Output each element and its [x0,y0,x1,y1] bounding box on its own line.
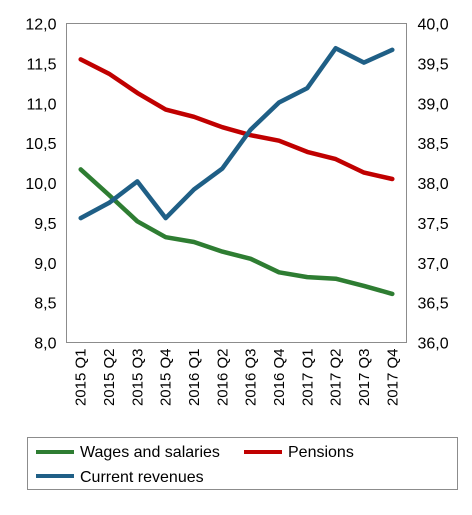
left-tick-label: 11,0 [27,96,57,113]
x-tick-label: 2016 Q3 [243,349,260,407]
x-tick-label: 2017 Q1 [299,349,316,407]
legend-label-pensions: Pensions [288,444,354,461]
left-tick-label: 8,0 [34,336,56,353]
left-tick-label: 9,0 [34,256,56,273]
right-tick-label: 38,0 [418,176,449,193]
legend-label-wages: Wages and salaries [80,444,220,461]
right-tick-label: 36,5 [418,296,449,313]
left-axis-ticks: 8,0 8,5 9,0 9,5 10,0 10,5 11,0 11,5 12,0 [25,17,56,353]
left-tick-label: 12,0 [25,17,56,34]
right-tick-label: 38,5 [418,136,449,153]
left-tick-label: 11,5 [27,56,57,73]
x-tick-label: 2016 Q2 [214,349,231,407]
right-tick-label: 37,0 [418,256,449,273]
legend-label-current-revenues: Current revenues [80,469,204,486]
left-tick-label: 10,0 [25,176,56,193]
right-tick-label: 40,0 [418,17,449,34]
right-tick-label: 37,5 [418,216,449,233]
x-tick-label: 2015 Q3 [129,349,146,407]
x-tick-label: 2017 Q2 [328,349,345,407]
x-axis-ticks: 2015 Q1 2015 Q2 2015 Q3 2015 Q4 2016 Q1 2016 … [73,349,402,407]
right-tick-label: 36,0 [418,336,449,353]
legend-frame [27,437,458,490]
series-line-current-revenues [78,45,395,221]
plot-frame [66,23,407,343]
legend: Wages and salaries Pensions Current reve… [27,437,458,490]
series-line-pensions [78,57,395,182]
right-tick-label: 39,5 [418,56,449,73]
x-tick-label: 2015 Q4 [158,349,175,407]
x-tick-label: 2015 Q1 [73,349,90,407]
x-tick-label: 2016 Q4 [271,349,288,407]
left-tick-label: 9,5 [34,216,56,233]
series-lines [78,45,395,297]
series-line-wages-and-salaries [78,167,395,297]
left-tick-label: 8,5 [34,296,56,313]
right-tick-label: 39,0 [418,96,449,113]
x-tick-label: 2015 Q2 [101,349,118,407]
left-tick-label: 10,5 [25,136,56,153]
x-tick-label: 2017 Q4 [384,349,401,407]
x-tick-label: 2017 Q3 [356,349,373,407]
x-tick-label: 2016 Q1 [186,349,203,407]
right-axis-ticks: 36,0 36,5 37,0 37,5 38,0 38,5 39,0 39,5 40,0 [418,17,449,353]
